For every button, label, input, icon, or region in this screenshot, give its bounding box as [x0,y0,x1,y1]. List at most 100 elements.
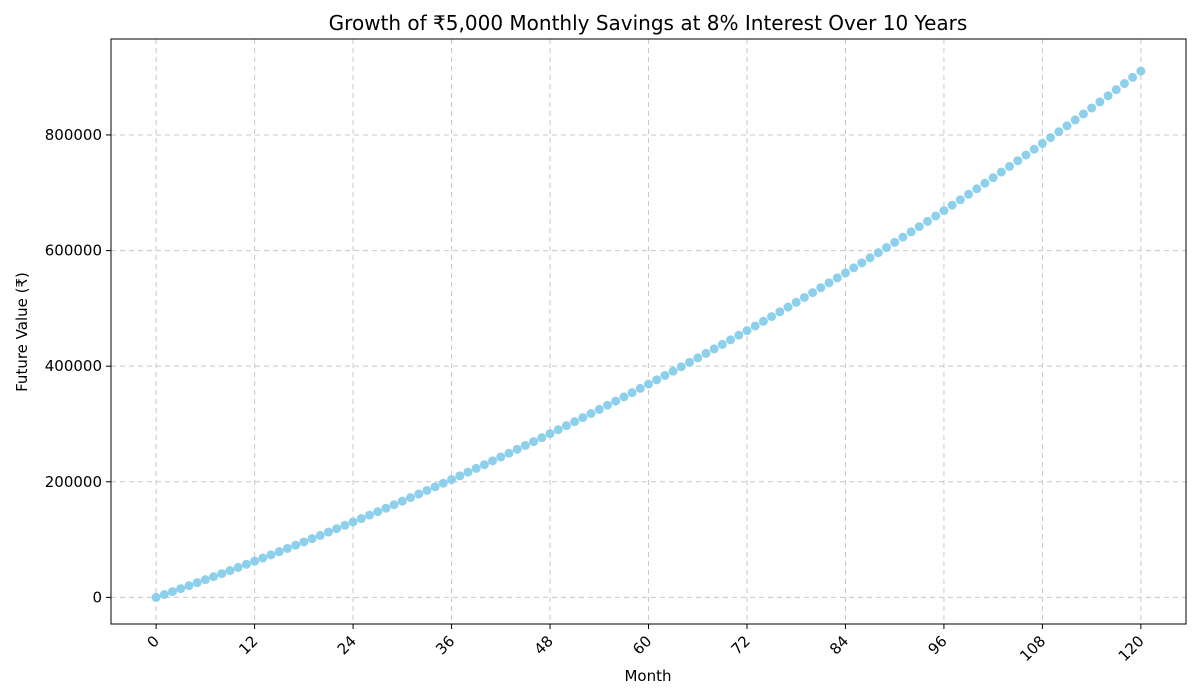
data-point [873,248,883,258]
data-point [406,493,416,503]
data-point [479,460,489,470]
data-point [1054,127,1064,137]
data-point [578,413,588,423]
data-point [980,178,990,188]
data-point [734,330,744,340]
data-point [537,433,547,443]
x-axis: 0 12 24 36 48 60 72 84 96 108 120 [143,624,1148,665]
x-tick-label: 36 [432,632,458,658]
data-point [816,283,826,293]
data-point [586,408,596,418]
data-point [553,425,563,435]
data-point [931,211,941,221]
data-point [192,578,202,588]
data-point [356,514,366,524]
data-point [726,335,736,345]
data-point [685,357,695,367]
data-point [890,237,900,247]
data-point [972,184,982,194]
data-point [1062,121,1072,131]
data-point [799,292,809,302]
y-tick-label: 800000 [45,126,102,144]
x-tick-label: 24 [334,632,360,658]
data-point [964,189,974,199]
data-point [693,353,703,363]
x-tick-label: 48 [531,632,557,658]
data-point [233,562,243,572]
data-point [471,463,481,473]
data-point [381,503,391,513]
x-axis-label: Month [624,667,671,685]
data-point [430,482,440,492]
data-point [1078,109,1088,119]
data-point [463,467,473,477]
x-tick-label: 12 [235,632,261,658]
data-point [1013,156,1023,166]
data-point [676,362,686,372]
y-tick-label: 200000 [45,473,102,491]
data-point [323,527,333,537]
data-point [274,547,284,557]
data-point [200,575,210,585]
data-point [1119,79,1129,89]
data-point [947,200,957,210]
data-point [988,173,998,183]
data-point [1037,138,1047,148]
data-point [594,404,604,414]
data-point [1095,97,1105,107]
data-point [1087,103,1097,113]
data-point [701,348,711,358]
data-point [529,437,539,447]
data-point [447,475,457,485]
data-point [849,263,859,273]
data-point [750,321,760,331]
data-point [644,379,653,389]
data-point [545,429,555,439]
data-point [340,520,350,530]
data-point [602,400,612,410]
grid [111,39,1186,624]
data-point [709,344,719,354]
data-point [758,316,768,326]
x-tick-label: 84 [826,632,852,658]
data-point [1029,144,1039,154]
x-tick-label: 120 [1115,632,1148,665]
data-point [348,517,358,527]
data-point [299,537,309,547]
data-point [832,273,842,283]
data-point [775,307,785,317]
data-point [635,383,645,393]
data-point [561,421,571,431]
y-tick-label: 0 [92,588,102,606]
y-tick-label: 400000 [45,357,102,375]
data-point [159,589,169,599]
data-point [488,456,498,466]
data-point [914,222,924,232]
data-point [783,302,793,312]
data-point [1046,133,1056,143]
data-point [996,167,1006,177]
data-point [414,489,424,499]
data-point [209,572,219,582]
data-point [168,587,178,597]
data-points [151,66,1146,602]
data-point [570,417,580,427]
data-point [906,227,916,237]
y-tick-label: 600000 [45,242,102,260]
data-point [258,553,268,563]
data-point [619,392,629,402]
data-point [315,530,325,540]
x-tick-label: 60 [629,632,655,658]
data-point [1021,150,1031,160]
data-point [438,478,448,488]
data-point [364,510,374,520]
data-point [307,534,317,544]
y-axis: 0 200000 400000 600000 800000 [45,126,111,606]
data-point [652,375,662,385]
data-point [939,206,949,216]
data-point [840,268,850,278]
data-point [898,232,908,242]
data-point [266,550,276,560]
data-point [250,556,260,566]
